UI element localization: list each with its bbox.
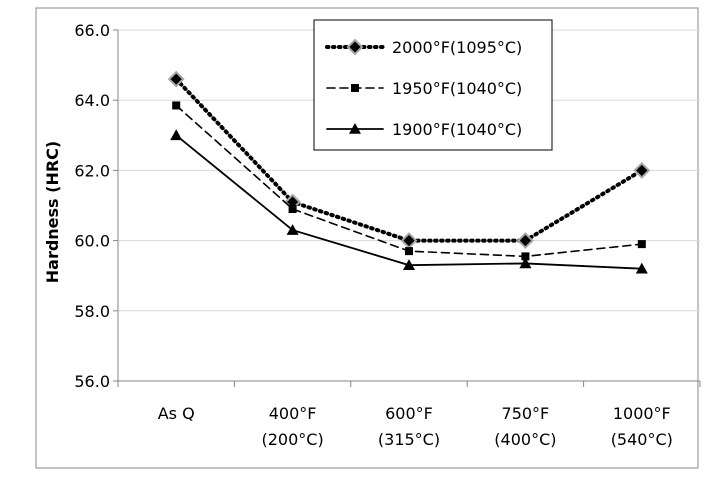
y-tick-label: 62.0 — [74, 161, 110, 180]
data-point — [167, 70, 185, 88]
data-point — [633, 161, 651, 179]
series-line — [174, 77, 644, 243]
data-point — [346, 38, 364, 56]
data-point — [170, 129, 183, 141]
data-point — [521, 252, 530, 261]
data-point — [403, 259, 415, 270]
data-point — [405, 247, 413, 256]
x-tick-label: 400°F — [269, 404, 317, 423]
legend-entry: 1950°F(1040°C) — [326, 79, 522, 98]
y-tick-label: 64.0 — [74, 91, 110, 110]
data-point — [286, 224, 299, 235]
legend-label: 2000°F(1095°C) — [392, 38, 522, 57]
y-tick-label: 58.0 — [74, 302, 110, 321]
legend: 2000°F(1095°C) 1950°F(1040°C) 1900°F(1040°… — [313, 19, 553, 151]
data-point — [637, 240, 646, 249]
data-point — [519, 257, 532, 269]
legend-entry: 2000°F(1095°C) — [325, 38, 522, 57]
legend-label: 1900°F(1040°C) — [392, 120, 522, 139]
data-point — [516, 232, 534, 250]
y-tick-label: 56.0 — [74, 372, 110, 391]
x-tick-label: 600°F — [385, 404, 433, 423]
data-point — [288, 205, 297, 214]
x-tick-label: 750°F — [502, 404, 550, 423]
x-tick-label: (540°C) — [611, 430, 673, 449]
y-tick-label: 60.0 — [74, 232, 110, 251]
x-tick-label: (315°C) — [378, 430, 440, 449]
data-point — [635, 262, 648, 274]
data-point — [351, 84, 359, 92]
legend-label: 1950°F(1040°C) — [392, 79, 522, 98]
legend-entry: 1900°F(1040°C) — [326, 120, 522, 139]
data-point — [172, 101, 181, 110]
series-solid — [170, 129, 648, 274]
x-tick-label: (400°C) — [494, 430, 556, 449]
series-dotted — [167, 70, 651, 250]
x-tick-label: (200°C) — [261, 430, 323, 449]
y-tick-label: 66.0 — [74, 21, 110, 40]
x-tick-label: As Q — [158, 404, 195, 423]
x-tick-label: 1000°F — [613, 404, 671, 423]
y-axis-title: Hardness (HRC) — [43, 141, 62, 283]
data-point — [349, 123, 361, 134]
series-dashed — [172, 101, 646, 261]
